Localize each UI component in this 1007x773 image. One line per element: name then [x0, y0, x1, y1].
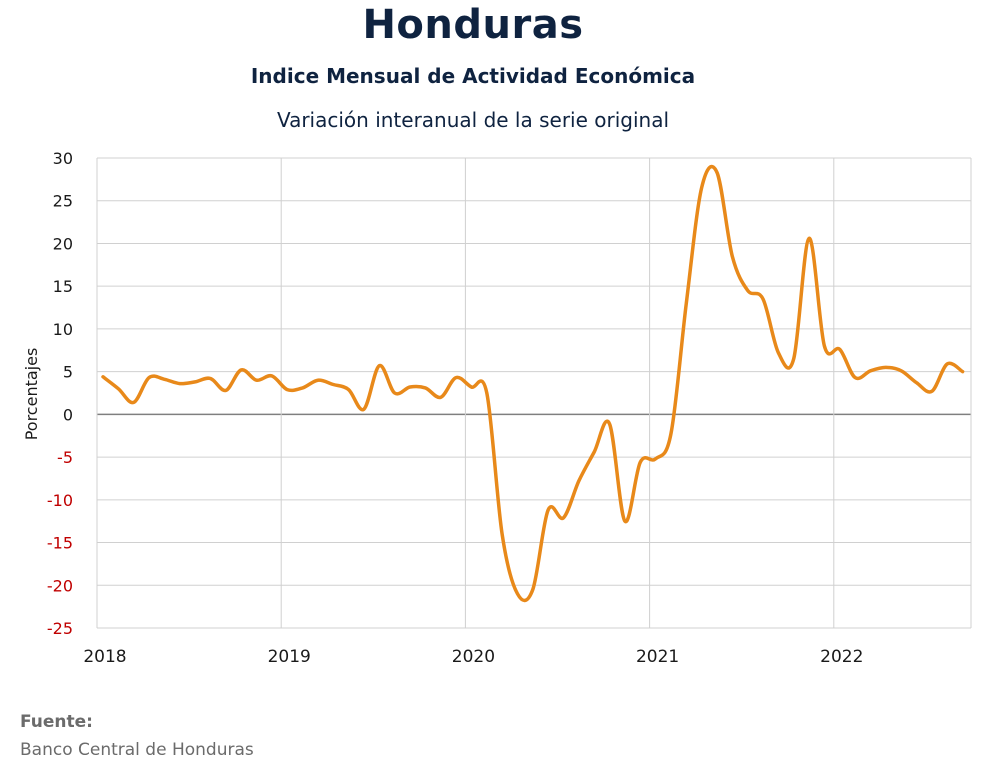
grid-lines	[96, 157, 972, 629]
series-line-path	[101, 164, 965, 603]
x-tick-label: 2020	[452, 647, 495, 667]
chart-subtitle-secondary: Variación interanual de la serie origina…	[276, 108, 670, 132]
x-tick-label: 2021	[636, 647, 679, 667]
y-tick-label: -10	[47, 491, 73, 510]
source-value: Banco Central de Honduras	[20, 740, 254, 760]
y-tick-label: 15	[53, 277, 73, 296]
y-tick-label: 5	[63, 363, 73, 382]
line-chart: 30 25 20 15 10 5 0 -5 -10 -15 -20 -25 2018 2019 2020 20…	[22, 149, 972, 667]
y-tick-label: 0	[63, 405, 73, 424]
y-tick-label: 25	[53, 192, 73, 211]
x-tick-label: 2022	[820, 647, 863, 667]
y-tick-label: 30	[53, 149, 73, 168]
chart-subtitle: Indice Mensual de Actividad Económica	[250, 64, 696, 88]
y-tick-label: -5	[57, 448, 73, 467]
source-label: Fuente:	[20, 712, 93, 732]
y-tick-label: 10	[53, 320, 73, 339]
y-tick-label: -15	[47, 534, 73, 553]
y-tick-label: 20	[53, 234, 73, 253]
page-title: Honduras	[362, 2, 584, 48]
series-line	[101, 164, 965, 603]
tick-labels: 30 25 20 15 10 5 0 -5 -10 -15 -20 -25 2018 2019 2020 20…	[47, 149, 864, 667]
x-tick-label: 2019	[268, 647, 311, 667]
x-tick-label: 2018	[83, 647, 126, 667]
y-axis-label: Porcentajes	[22, 348, 41, 441]
y-tick-label: -20	[47, 576, 73, 595]
y-tick-label: -25	[47, 619, 73, 638]
